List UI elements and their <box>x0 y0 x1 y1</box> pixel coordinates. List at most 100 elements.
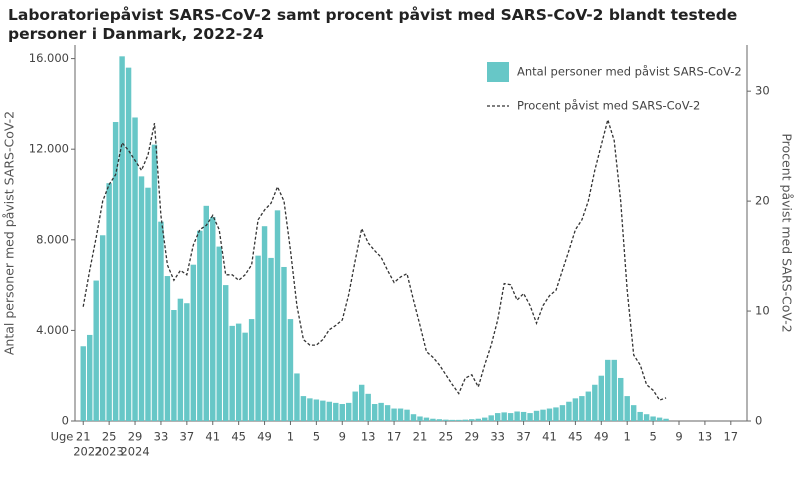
y-axis-title: Antal personer med påvist SARS-CoV-2 <box>2 111 17 355</box>
bar <box>145 187 151 421</box>
x-tick-label: 45 <box>231 430 246 444</box>
y-tick-label: 0 <box>62 414 69 428</box>
bar <box>184 303 190 421</box>
bar <box>423 417 430 421</box>
bar <box>384 405 391 421</box>
x-tick-label: 1 <box>287 430 294 444</box>
bar <box>320 400 326 421</box>
x-tick-label: 33 <box>490 430 505 444</box>
bar <box>592 384 598 421</box>
x-tick-label: 29 <box>464 430 479 444</box>
legend-swatch <box>487 62 509 82</box>
bar <box>456 419 462 421</box>
bar <box>546 408 553 421</box>
x-tick-label: 9 <box>675 430 682 444</box>
bar <box>222 285 229 421</box>
bar <box>585 391 592 421</box>
x-axis-title: Uge <box>51 430 74 444</box>
bar <box>624 396 630 421</box>
x-tick-label: 1 <box>624 430 631 444</box>
bar <box>177 298 184 421</box>
bar <box>378 402 384 421</box>
bar <box>119 56 125 421</box>
bar <box>371 404 378 421</box>
bar <box>443 419 449 421</box>
bar <box>210 217 216 421</box>
chart-title: Laboratoriepåvist SARS-CoV-2 samt procen… <box>8 5 737 24</box>
x-tick-label: 9 <box>339 430 346 444</box>
bar <box>637 411 643 421</box>
bar <box>132 117 138 421</box>
bar <box>566 401 572 421</box>
x-tick-label: 41 <box>205 430 220 444</box>
bar <box>326 401 333 421</box>
bar <box>656 417 663 421</box>
bar <box>611 359 617 421</box>
year-label: 2024 <box>120 445 149 459</box>
bar <box>533 410 540 421</box>
chart-title: personer i Danmark, 2022-24 <box>8 25 264 43</box>
bar <box>197 230 203 421</box>
bar <box>527 413 533 421</box>
bar <box>274 210 281 421</box>
bar <box>449 419 456 421</box>
bar <box>229 325 235 421</box>
x-tick-label: 17 <box>387 430 402 444</box>
legend-label: Procent påvist med SARS-CoV-2 <box>517 99 700 113</box>
y2-tick-label: 10 <box>755 304 770 318</box>
x-tick-label: 33 <box>154 430 169 444</box>
bar <box>559 405 566 421</box>
bar <box>80 346 86 421</box>
bar <box>138 176 145 421</box>
x-tick-label: 17 <box>723 430 738 444</box>
x-tick-label: 5 <box>313 430 320 444</box>
bar <box>106 183 112 421</box>
bar <box>346 402 352 421</box>
y-tick-label: 4.000 <box>36 323 69 337</box>
bar <box>540 409 546 421</box>
line <box>82 117 667 401</box>
x-tick-label: 25 <box>102 430 117 444</box>
x-tick-label: 49 <box>257 430 272 444</box>
bar <box>410 414 417 421</box>
bar <box>618 377 624 421</box>
bar <box>553 407 559 421</box>
legend-label: Antal personer med påvist SARS-CoV-2 <box>517 65 742 79</box>
bar <box>171 310 177 421</box>
bar <box>190 264 197 421</box>
bar <box>125 67 132 421</box>
bar <box>99 235 106 421</box>
y-tick-label: 16.000 <box>29 51 69 65</box>
x-tick-label: 45 <box>568 430 583 444</box>
bar <box>436 419 443 421</box>
bar <box>488 415 494 421</box>
bar <box>294 373 300 421</box>
bar <box>417 416 423 421</box>
bar <box>482 417 488 421</box>
bar <box>507 413 514 421</box>
bar <box>248 319 255 421</box>
bar <box>404 409 410 421</box>
bar <box>158 221 164 421</box>
x-tick-label: 49 <box>594 430 609 444</box>
bar <box>520 411 527 421</box>
bar <box>164 276 171 421</box>
bar <box>663 418 669 421</box>
y2-axis-title: Procent påvist med SARS-CoV-2 <box>780 133 795 332</box>
bar <box>339 404 345 421</box>
bar <box>494 413 501 421</box>
bar <box>630 405 637 421</box>
x-tick-label: 29 <box>128 430 143 444</box>
year-label: 2023 <box>95 445 124 459</box>
bar <box>501 412 507 421</box>
year-label: 2022 <box>73 445 102 459</box>
bar <box>313 399 320 421</box>
bar <box>572 398 579 421</box>
bar <box>650 416 656 421</box>
bar <box>300 396 307 421</box>
x-tick-label: 21 <box>76 430 91 444</box>
y-tick-label: 12.000 <box>29 142 69 156</box>
x-tick-label: 25 <box>439 430 454 444</box>
y2-tick-label: 30 <box>755 84 770 98</box>
